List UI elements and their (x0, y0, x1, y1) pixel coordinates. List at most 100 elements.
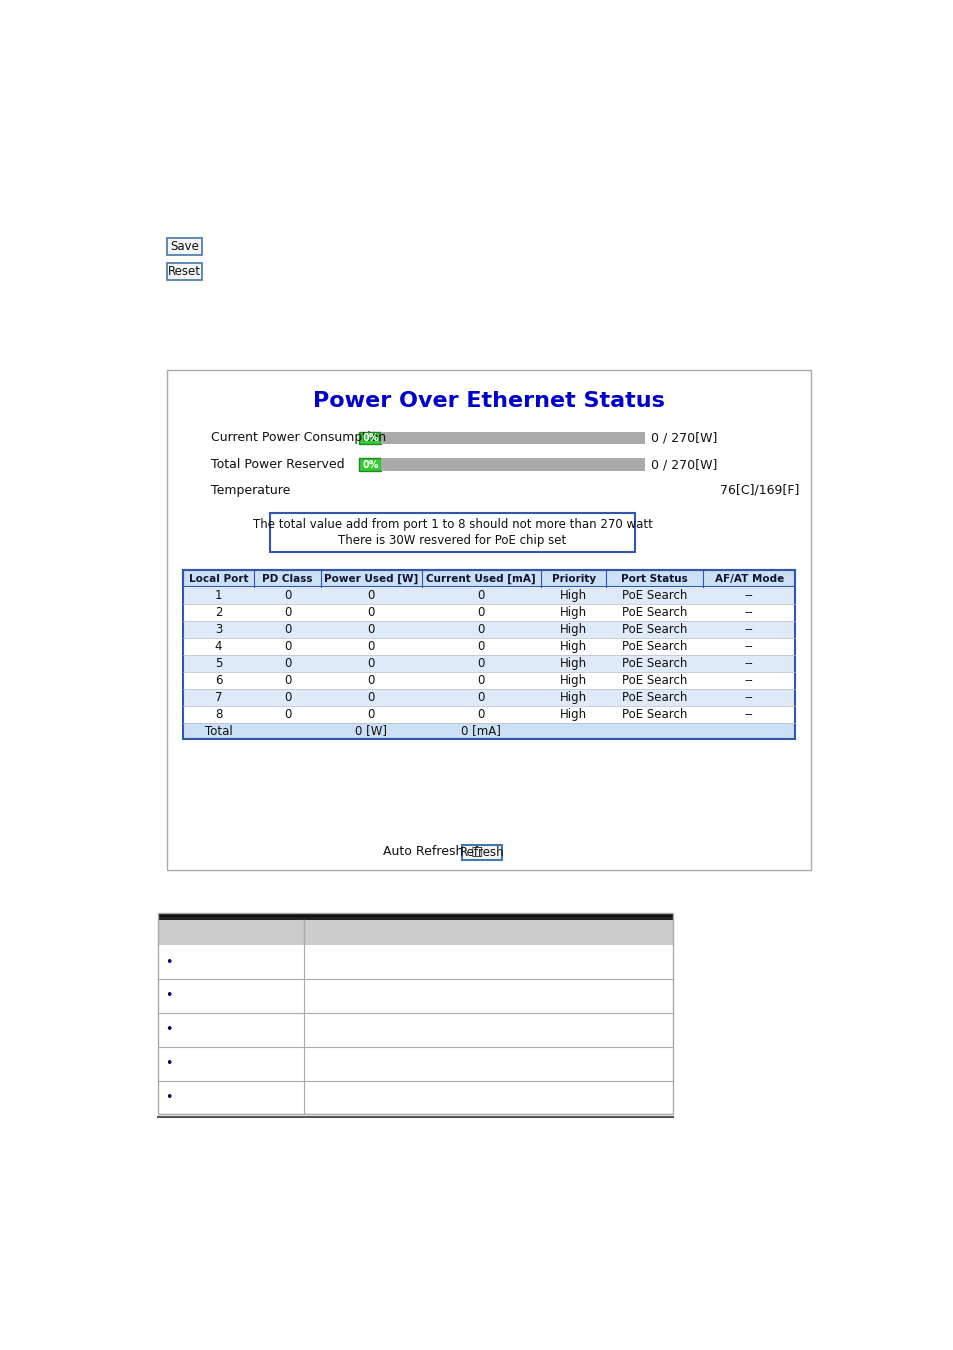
Text: Total: Total (205, 725, 233, 737)
Text: PoE Search: PoE Search (621, 640, 687, 653)
Text: Reset: Reset (168, 265, 201, 278)
Text: 3: 3 (214, 622, 222, 636)
Bar (158, 1012, 673, 1046)
Text: 0: 0 (283, 589, 291, 602)
Bar (270, 513, 634, 552)
Bar (183, 637, 794, 655)
Text: 0: 0 (477, 674, 484, 687)
Text: --: -- (744, 622, 753, 636)
Text: 0: 0 (283, 606, 291, 618)
Text: 0: 0 (477, 707, 484, 721)
Text: 0: 0 (283, 622, 291, 636)
Text: Current Used [mA]: Current Used [mA] (426, 574, 536, 583)
Text: •: • (165, 956, 172, 968)
Text: 0%: 0% (362, 459, 378, 470)
Text: 0: 0 (367, 674, 375, 687)
Bar (167, 370, 810, 871)
Text: High: High (559, 674, 587, 687)
Text: High: High (559, 640, 587, 653)
Text: 76[C]/169[F]: 76[C]/169[F] (720, 483, 799, 497)
Bar (158, 1080, 673, 1115)
Text: Power Over Ethernet Status: Power Over Ethernet Status (313, 390, 664, 410)
Text: 0: 0 (477, 589, 484, 602)
Text: 0: 0 (283, 707, 291, 721)
Text: 7: 7 (214, 691, 222, 703)
Bar (381, 459, 644, 471)
Text: Local Port: Local Port (189, 574, 248, 583)
Bar (158, 918, 673, 919)
Text: 0: 0 (367, 640, 375, 653)
Text: There is 30W resvered for PoE chip set: There is 30W resvered for PoE chip set (338, 533, 566, 547)
Text: Temperature: Temperature (211, 483, 290, 497)
Bar (381, 432, 644, 444)
Text: 1: 1 (214, 589, 222, 602)
Text: 0: 0 (367, 656, 375, 670)
Text: 0 / 270[W]: 0 / 270[W] (650, 458, 717, 471)
Text: PoE Search: PoE Search (621, 656, 687, 670)
Bar (158, 945, 673, 979)
Text: 0: 0 (283, 640, 291, 653)
Text: High: High (559, 656, 587, 670)
Bar (183, 570, 794, 740)
Text: Save: Save (170, 240, 198, 254)
Text: --: -- (744, 640, 753, 653)
Text: PoE Search: PoE Search (621, 707, 687, 721)
Text: 0: 0 (283, 674, 291, 687)
Bar (183, 672, 794, 688)
Bar (359, 432, 381, 444)
Text: 0: 0 (283, 691, 291, 703)
Text: Priority: Priority (551, 574, 596, 583)
Bar (183, 587, 794, 603)
Text: 8: 8 (214, 707, 222, 721)
Text: Port Status: Port Status (620, 574, 687, 583)
Text: Total Power Reserved: Total Power Reserved (211, 458, 344, 471)
Text: Auto Refresh  □: Auto Refresh □ (382, 845, 482, 857)
Text: 0: 0 (367, 589, 375, 602)
Text: AF/AT Mode: AF/AT Mode (714, 574, 783, 583)
FancyBboxPatch shape (461, 845, 501, 860)
Text: --: -- (744, 656, 753, 670)
Text: 2: 2 (214, 606, 222, 618)
Bar (158, 913, 673, 917)
Text: --: -- (744, 691, 753, 703)
Text: High: High (559, 707, 587, 721)
Text: High: High (559, 691, 587, 703)
Text: 0: 0 (367, 707, 375, 721)
Text: High: High (559, 622, 587, 636)
Text: PoE Search: PoE Search (621, 589, 687, 602)
Text: 0%: 0% (362, 432, 378, 443)
Text: --: -- (744, 674, 753, 687)
Bar (158, 1046, 673, 1080)
Text: •: • (165, 1023, 172, 1037)
Text: Power Used [W]: Power Used [W] (324, 574, 417, 583)
Text: •: • (165, 1091, 172, 1104)
Bar (183, 570, 794, 587)
Text: PoE Search: PoE Search (621, 606, 687, 618)
Text: 4: 4 (214, 640, 222, 653)
Text: --: -- (744, 589, 753, 602)
Text: 0: 0 (477, 606, 484, 618)
Text: High: High (559, 589, 587, 602)
Bar (359, 459, 381, 471)
Text: 0 [W]: 0 [W] (355, 725, 387, 737)
Text: 0: 0 (477, 656, 484, 670)
Text: •: • (165, 990, 172, 1003)
Bar (183, 722, 794, 740)
Text: 0: 0 (477, 640, 484, 653)
Text: 5: 5 (214, 656, 222, 670)
Text: 0 / 270[W]: 0 / 270[W] (650, 431, 717, 444)
Text: 0: 0 (367, 622, 375, 636)
Text: --: -- (744, 606, 753, 618)
Text: 0: 0 (477, 691, 484, 703)
Text: PoE Search: PoE Search (621, 691, 687, 703)
Bar (158, 921, 673, 945)
Text: 6: 6 (214, 674, 222, 687)
Bar (158, 913, 673, 1115)
Bar (183, 655, 794, 672)
FancyBboxPatch shape (167, 238, 202, 255)
Bar (183, 706, 794, 722)
Text: 0: 0 (367, 606, 375, 618)
Text: 0: 0 (367, 691, 375, 703)
Bar (158, 979, 673, 1012)
Text: High: High (559, 606, 587, 618)
